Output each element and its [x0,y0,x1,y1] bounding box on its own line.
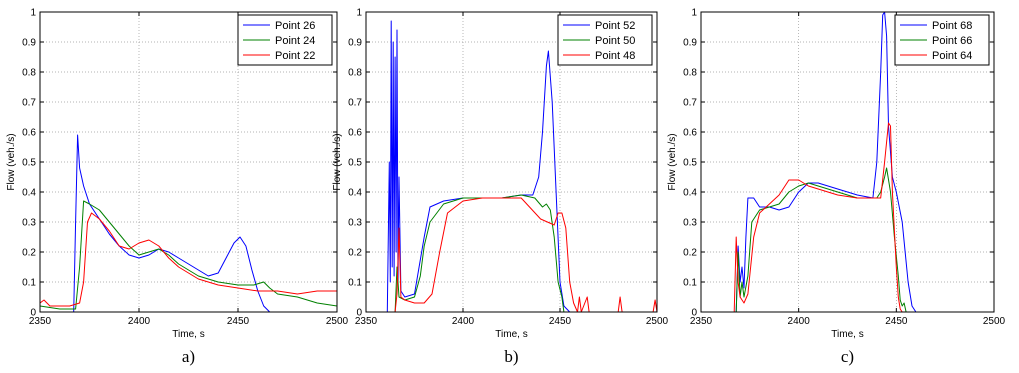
legend: Point 68 Point 66 Point 64 [894,14,990,66]
y-axis-label: Flow (veh./s) [332,133,343,190]
chart-panel-1: 0 0.1 0.2 0.3 0.4 0.5 0.6 0.7 0.8 0.9 1 2350 2400 245… [332,8,669,367]
x-tick-label: 2400 [128,316,151,327]
y-tick-label: 0.2 [22,248,36,259]
y-tick-label: 0.2 [683,248,697,259]
y-tick-label: 0.4 [348,188,362,199]
x-tick-label: 2350 [690,316,713,327]
x-tick-label: 2450 [885,316,908,327]
y-tick-label: 0.3 [683,218,697,229]
chart-panel-2: 0 0.1 0.2 0.3 0.4 0.5 0.6 0.7 0.8 0.9 1 2350 2400 245… [667,8,1006,367]
y-tick-label: 0.6 [348,128,362,139]
series-line-point-52 [366,20,657,313]
x-tick-label: 2350 [355,316,378,327]
y-tick-label: 0.8 [348,68,362,79]
y-tick-label: 0.1 [683,278,697,289]
x-axis-label: Time, s [495,329,527,340]
y-tick-label: 0 [30,308,36,319]
y-tick-label: 0.1 [348,278,362,289]
x-tick-label: 2400 [452,316,475,327]
series-line-point-66 [701,167,994,313]
legend: Point 52 Point 50 Point 48 [557,14,653,66]
x-tick-label: 2450 [549,316,572,327]
y-tick-label: 0.3 [22,218,36,229]
y-tick-label: 0.3 [348,218,362,229]
x-axis-label: Time, s [172,329,204,340]
series-line-point-68 [701,11,994,313]
y-axis-label: Flow (veh./s) [6,133,17,190]
y-tick-label: 0.5 [348,158,362,169]
series-line-point-64 [701,122,994,313]
legend-label: Point 52 [595,20,635,32]
y-tick-label: 0.7 [22,98,36,109]
panel-caption: c) [841,347,854,366]
y-tick-label: 0.9 [683,38,697,49]
series-line-point-22 [39,212,337,307]
y-tick-label: 0.2 [348,248,362,259]
legend-label: Point 68 [932,20,972,32]
x-tick-label: 2500 [646,316,669,327]
y-tick-label: 0.4 [22,188,36,199]
y-tick-label: 1 [356,8,362,19]
x-tick-label: 2450 [227,316,250,327]
panel-caption: a) [182,347,195,366]
panel-caption: b) [504,347,518,366]
x-tick-label: 2500 [326,316,349,327]
chart-panel-0: 0 0.1 0.2 0.3 0.4 0.5 0.6 0.7 0.8 0.9 1 2350 2400 245… [6,8,349,367]
y-tick-label: 0.9 [22,38,36,49]
x-axis-label: Time, s [831,329,863,340]
y-tick-label: 0 [691,308,697,319]
legend-label: Point 26 [275,20,315,32]
y-tick-label: 0.5 [683,158,697,169]
legend-label: Point 48 [595,50,635,62]
legend-label: Point 24 [275,35,315,47]
series-line-point-26 [40,134,337,313]
y-tick-label: 1 [30,8,36,19]
legend-label: Point 22 [275,50,315,62]
y-tick-label: 0.8 [683,68,697,79]
y-tick-label: 0.9 [348,38,362,49]
y-axis-label: Flow (veh./s) [667,133,678,190]
y-tick-label: 0.7 [348,98,362,109]
y-tick-label: 0.6 [683,128,697,139]
legend: Point 26 Point 24 Point 22 [237,14,333,66]
y-tick-label: 1 [691,8,697,19]
y-tick-label: 0.1 [22,278,36,289]
y-tick-label: 0.8 [22,68,36,79]
y-tick-label: 0.5 [22,158,36,169]
legend-label: Point 64 [932,50,972,62]
legend-label: Point 50 [595,35,635,47]
y-tick-label: 0 [356,308,362,319]
x-tick-label: 2350 [29,316,52,327]
y-tick-label: 0.4 [683,188,697,199]
x-tick-label: 2500 [983,316,1006,327]
y-tick-label: 0.6 [22,128,36,139]
legend-box [894,14,990,66]
x-tick-label: 2400 [788,316,811,327]
legend-label: Point 66 [932,35,972,47]
y-tick-label: 0.7 [683,98,697,109]
